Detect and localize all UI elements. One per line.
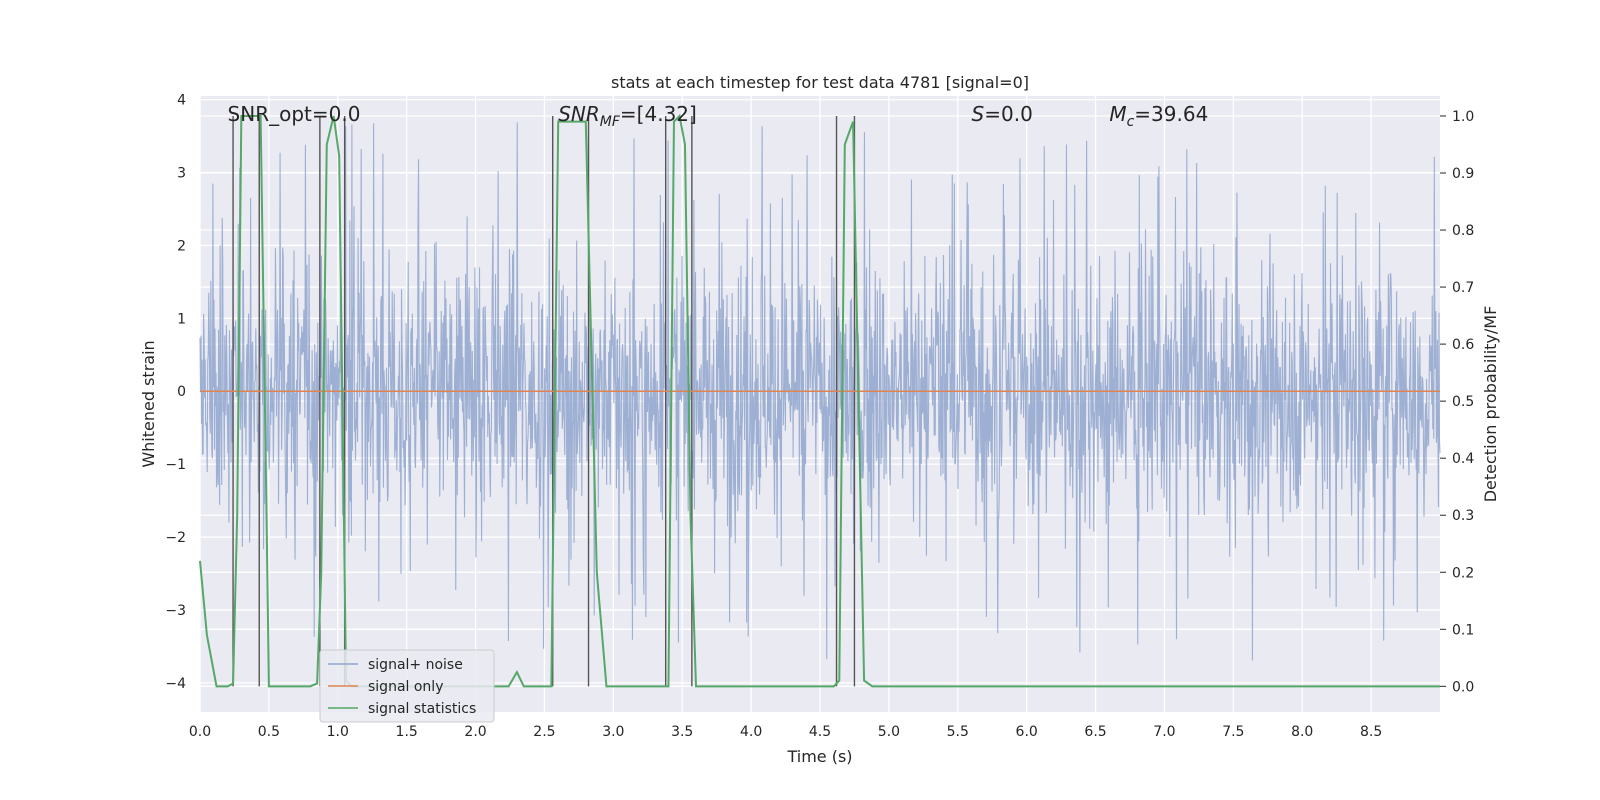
y-axis-label: Whitened strain [139,340,158,467]
x-tick-label: 1.5 [396,724,418,740]
y2-tick-label: 0.9 [1452,166,1474,182]
y-axis-ticks: 4 3 2 1 0 −1 −2 −3 −4 [165,93,186,692]
x-tick-label: 1.0 [327,724,349,740]
signal-statistics-series [199,113,1440,688]
signal-statistics-line [199,113,1440,688]
annotation: SNR_opt=0.0 [228,102,361,126]
y2-tick-label: 0.0 [1452,679,1474,695]
x-axis-label: Time (s) [786,747,852,766]
y2-axis-ticks: 1.0 0.9 0.8 0.7 0.6 0.5 0.4 0.3 0.2 0.1 0.0 [1440,109,1474,695]
y2-axis-label: Detection probability/MF [1481,306,1500,503]
chart-title: stats at each timestep for test data 478… [611,73,1029,92]
x-tick-label: 5.5 [947,724,969,740]
x-tick-label: 0.5 [258,724,280,740]
x-tick-label: 4.5 [809,724,831,740]
y-tick-label: 2 [177,238,186,254]
y2-tick-label: 0.2 [1452,565,1474,581]
legend-box [319,649,495,723]
y-tick-label: 3 [177,166,186,182]
signal-noise-line [199,122,1441,661]
y2-tick-label: 0.7 [1452,280,1474,296]
y2-tick-label: 0.1 [1452,622,1474,638]
annotations: SNR_opt=0.0 SNRMF=[4.32] S=0.0 Mc=39.64 [228,102,1209,130]
x-tick-label: 7.0 [1153,724,1175,740]
x-tick-label: 3.0 [602,724,624,740]
y-tick-label: 0 [177,384,186,400]
y2-tick-label: 0.4 [1452,451,1474,467]
y2-tick-label: 0.6 [1452,337,1474,353]
x-tick-label: 4.0 [740,724,762,740]
y-tick-label: −1 [165,457,186,473]
y2-tick-label: 1.0 [1452,109,1474,125]
y2-tick-label: 0.3 [1452,508,1474,524]
x-tick-label: 7.5 [1222,724,1244,740]
y-tick-label: −4 [165,676,186,692]
x-tick-label: 8.0 [1291,724,1313,740]
x-tick-label: 6.0 [1016,724,1038,740]
x-axis-ticks: 0.0 0.5 1.0 1.5 2.0 2.5 3.0 3.5 4.0 4.5 5.0 5.5 6.0 6… [189,724,1382,740]
x-tick-label: 6.5 [1084,724,1106,740]
x-tick-label: 2.5 [533,724,555,740]
legend-label-signal-statistics: signal statistics [368,701,476,717]
y-tick-label: −3 [165,603,186,619]
y-tick-label: 1 [177,311,186,327]
y2-tick-label: 0.8 [1452,223,1474,239]
x-tick-label: 8.5 [1360,724,1382,740]
x-tick-label: 5.0 [878,724,900,740]
x-tick-label: 3.5 [671,724,693,740]
y2-tick-label: 0.5 [1452,394,1474,410]
legend-label-signal-noise: signal+ noise [368,657,463,673]
legend: signal+ noise signal only signal statist… [319,649,495,723]
x-tick-label: 2.0 [464,724,486,740]
y-tick-label: −2 [165,530,186,546]
signal-noise-series [199,122,1441,661]
annotation: S=0.0 [972,102,1033,126]
annotation: Mc=39.64 [1109,102,1208,130]
legend-label-signal-only: signal only [368,679,443,695]
y-tick-label: 4 [177,93,186,109]
annotation: SNRMF=[4.32] [558,102,697,130]
x-tick-label: 0.0 [189,724,211,740]
